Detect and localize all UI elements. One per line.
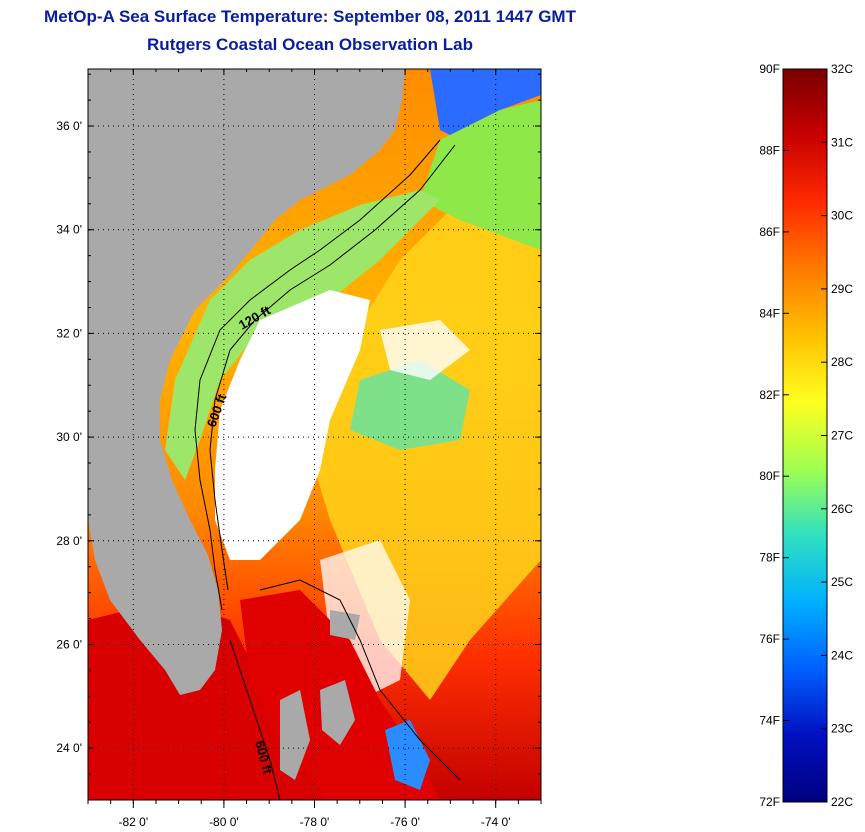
lat-tick-label: 26 0' bbox=[56, 637, 82, 651]
lat-tick-label: 24 0' bbox=[56, 741, 82, 755]
fahrenheit-label: 78F bbox=[759, 551, 780, 565]
isobath-120ft bbox=[194, 139, 441, 611]
cloud-masked-patch bbox=[380, 320, 470, 380]
fahrenheit-label: 80F bbox=[759, 469, 780, 483]
latitude-ticks: 24 0' 26 0' 28 0' 30 0' 32 0' 34 0' 36 0' bbox=[56, 73, 541, 801]
lon-tick-label: -78 0' bbox=[300, 815, 330, 829]
celsius-label: 24C bbox=[831, 648, 853, 662]
lat-tick-label: 28 0' bbox=[56, 534, 82, 548]
fahrenheit-label: 84F bbox=[759, 306, 780, 320]
celsius-label: 22C bbox=[831, 795, 853, 809]
color-scale-bar bbox=[782, 68, 828, 803]
lat-tick-label: 34 0' bbox=[56, 223, 82, 237]
lon-tick-label: -76 0' bbox=[390, 815, 420, 829]
lon-tick-label: -74 0' bbox=[481, 815, 511, 829]
fahrenheit-label: 76F bbox=[759, 632, 780, 646]
map-subtitle: Rutgers Coastal Ocean Observation Lab bbox=[147, 35, 473, 54]
celsius-label: 27C bbox=[831, 429, 853, 443]
celsius-label: 26C bbox=[831, 502, 853, 516]
lon-tick-label: -80 0' bbox=[209, 815, 239, 829]
lon-tick-label: -82 0' bbox=[118, 815, 148, 829]
map-gridlines bbox=[88, 69, 541, 800]
sst-cool-north-water bbox=[430, 69, 541, 140]
celsius-label: 31C bbox=[831, 135, 853, 149]
fahrenheit-label: 90F bbox=[759, 62, 780, 76]
celsius-label: 30C bbox=[831, 209, 853, 223]
fahrenheit-scale: 90F 88F 86F 84F 82F 80F 78F 76F 74F 72F bbox=[759, 62, 789, 809]
fahrenheit-label: 88F bbox=[759, 143, 780, 157]
fahrenheit-label: 86F bbox=[759, 225, 780, 239]
celsius-label: 23C bbox=[831, 722, 853, 736]
fahrenheit-label: 72F bbox=[759, 795, 780, 809]
celsius-label: 25C bbox=[831, 575, 853, 589]
celsius-label: 32C bbox=[831, 62, 853, 76]
fahrenheit-label: 74F bbox=[759, 714, 780, 728]
sst-shelf-green-band bbox=[165, 190, 440, 480]
land-andros-island bbox=[280, 690, 310, 780]
fahrenheit-label: 82F bbox=[759, 388, 780, 402]
isobath-600ft bbox=[209, 144, 456, 591]
sst-greenish-shelf-water bbox=[420, 100, 541, 250]
lat-tick-label: 36 0' bbox=[56, 119, 82, 133]
celsius-scale: 32C 31C 30C 29C 28C 27C 26C 25C 24C 23C 22C bbox=[821, 62, 853, 809]
sst-green-patch bbox=[350, 360, 470, 450]
cloud-masked-area bbox=[215, 290, 370, 560]
isobath-bahamas bbox=[229, 579, 461, 800]
land-bahamas-island bbox=[320, 680, 355, 745]
land-southeast-us bbox=[88, 69, 405, 695]
lat-tick-label: 32 0' bbox=[56, 326, 82, 340]
celsius-label: 28C bbox=[831, 355, 853, 369]
lat-tick-label: 30 0' bbox=[56, 430, 82, 444]
sst-cool-bahamas-patch bbox=[385, 720, 430, 790]
celsius-label: 29C bbox=[831, 282, 853, 296]
land-eleuthera-island bbox=[330, 610, 360, 640]
longitude-ticks: -82 0' -80 0' -78 0' -76 0' -74 0' bbox=[87, 69, 542, 829]
map-title: MetOp-A Sea Surface Temperature: Septemb… bbox=[44, 7, 576, 26]
